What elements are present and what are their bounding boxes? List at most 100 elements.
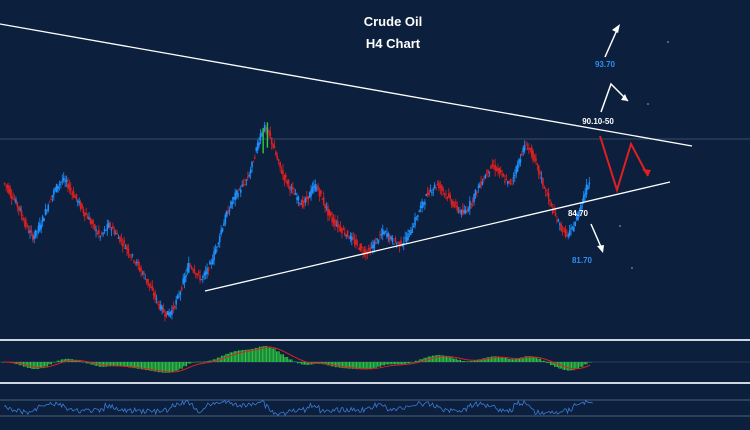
macd-histogram-bar xyxy=(585,362,587,365)
macd-histogram-bar xyxy=(87,362,89,364)
candle-body xyxy=(47,204,50,211)
candle-body xyxy=(484,175,487,179)
macd-histogram-bar xyxy=(472,361,474,362)
candle-body xyxy=(171,309,173,315)
candle-body xyxy=(567,234,570,237)
candle-body xyxy=(290,187,293,189)
macd-histogram-bar xyxy=(450,357,452,362)
macd-histogram-bar xyxy=(86,362,88,364)
macd-histogram-bar xyxy=(531,356,533,362)
candle-body xyxy=(575,216,578,220)
macd-histogram-bar xyxy=(519,358,521,362)
macd-histogram-bar xyxy=(402,362,404,364)
candle-body xyxy=(498,168,501,174)
macd-histogram-bar xyxy=(354,362,356,369)
candle-body xyxy=(176,295,179,299)
candle-body xyxy=(511,179,513,181)
macd-histogram-bar xyxy=(416,360,418,362)
macd-histogram-bar xyxy=(545,362,547,363)
macd-histogram-bar xyxy=(388,362,390,365)
macd-histogram-bar xyxy=(554,362,556,367)
candle-body xyxy=(164,314,166,317)
candle-body xyxy=(566,231,568,233)
candle-body xyxy=(239,189,242,193)
candle-body xyxy=(477,186,480,188)
macd-histogram-bar xyxy=(124,362,126,367)
macd-histogram-bar xyxy=(169,362,171,373)
candle-body xyxy=(211,259,214,265)
candle-body xyxy=(405,237,408,243)
macd-histogram-bar xyxy=(254,347,256,362)
macd-histogram-bar xyxy=(389,362,391,365)
macd-histogram-bar xyxy=(143,362,145,370)
lower-target-arrowhead xyxy=(597,245,604,253)
candle-body xyxy=(414,217,416,226)
macd-histogram-bar xyxy=(542,360,544,362)
candle-body xyxy=(69,187,72,191)
candle-body xyxy=(380,233,383,236)
macd-histogram-bar xyxy=(565,362,567,370)
candle-body xyxy=(140,267,142,272)
macd-histogram-bar xyxy=(128,362,130,368)
candle-body xyxy=(105,230,107,232)
macd-histogram-bar xyxy=(1,362,3,363)
macd-histogram-bar xyxy=(291,359,293,362)
macd-histogram-bar xyxy=(135,362,137,369)
macd-histogram-bar xyxy=(42,362,44,369)
macd-histogram-bar xyxy=(228,353,230,362)
macd-histogram-bar xyxy=(226,353,228,362)
macd-histogram-bar xyxy=(159,362,161,373)
candle-body xyxy=(581,202,584,204)
candle-body xyxy=(82,209,85,214)
candle-body xyxy=(54,188,57,190)
candle-body xyxy=(310,189,312,197)
macd-histogram-bar xyxy=(208,360,210,362)
macd-histogram-bar xyxy=(157,362,159,373)
candle-body xyxy=(412,226,415,228)
macd-histogram-bar xyxy=(464,361,466,362)
candle-body xyxy=(195,273,197,275)
candle-body xyxy=(133,260,135,262)
macd-histogram-bar xyxy=(347,362,349,369)
macd-histogram-bar xyxy=(488,357,490,362)
macd-histogram-bar xyxy=(56,360,58,362)
macd-histogram-bar xyxy=(249,349,251,362)
candle-body xyxy=(362,252,364,254)
macd-histogram-bar xyxy=(495,356,497,362)
macd-histogram-bar xyxy=(180,362,182,369)
macd-histogram-bar xyxy=(448,357,450,362)
macd-histogram-bar xyxy=(308,362,310,365)
macd-histogram-bar xyxy=(367,362,369,370)
candle-body xyxy=(152,293,155,296)
macd-histogram-bar xyxy=(386,362,388,365)
candle-body xyxy=(29,231,31,233)
candle-body xyxy=(279,161,281,168)
candle-body xyxy=(303,200,305,204)
candle-body xyxy=(386,233,388,237)
candle-body xyxy=(179,292,182,295)
macd-histogram-bar xyxy=(216,357,218,362)
candle-body xyxy=(381,229,384,235)
candle-body xyxy=(32,234,34,241)
macd-histogram-bar xyxy=(48,362,50,365)
macd-histogram-bar xyxy=(150,362,152,371)
macd-histogram-bar xyxy=(445,356,447,362)
macd-histogram-bar xyxy=(412,362,414,363)
candle-body xyxy=(178,295,180,297)
macd-histogram-bar xyxy=(29,362,32,368)
candle-body xyxy=(61,180,64,182)
macd-histogram-bar xyxy=(573,362,575,371)
macd-histogram-bar xyxy=(28,362,30,368)
candle-body xyxy=(528,147,530,149)
candle-body xyxy=(499,169,502,172)
macd-histogram-bar xyxy=(399,362,401,365)
macd-histogram-bar xyxy=(400,362,402,365)
candle-body xyxy=(175,299,177,305)
macd-histogram-bar xyxy=(181,362,183,369)
candle-body xyxy=(30,229,33,233)
macd-histogram-bar xyxy=(492,356,494,362)
macd-histogram-bar xyxy=(336,362,338,368)
macd-histogram-bar xyxy=(356,362,358,370)
candle-body xyxy=(526,147,529,150)
